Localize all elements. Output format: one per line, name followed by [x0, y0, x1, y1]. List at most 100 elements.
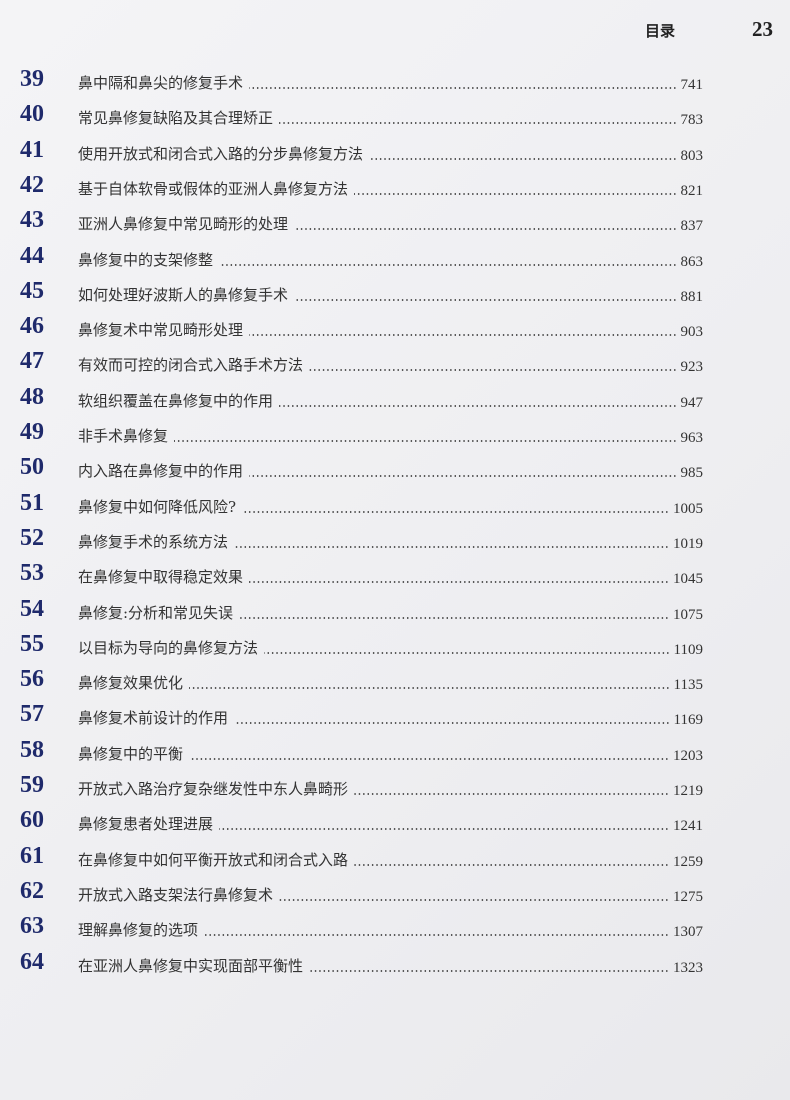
chapter-title: 鼻中隔和鼻尖的修复手术: [78, 74, 244, 92]
dot-leader: [309, 369, 677, 372]
toc-entry[interactable]: 39 鼻中隔和鼻尖的修复手术 741: [0, 64, 790, 99]
chapter-page: 1005: [673, 500, 703, 517]
toc-entry[interactable]: 52 鼻修复手术的系统方法 1019: [0, 523, 790, 558]
chapter-number: 43: [20, 207, 44, 234]
dot-leader: [279, 122, 677, 125]
chapter-number: 49: [20, 419, 44, 445]
chapter-page: 783: [680, 112, 704, 129]
toc-entry[interactable]: 55 以目标为导向的鼻修复方法 1109: [0, 629, 790, 664]
chapter-page: 803: [680, 147, 704, 164]
chapter-title: 亚洲人鼻修复中常见畸形的处理: [78, 215, 289, 234]
dot-leader: [174, 440, 677, 442]
toc-entry[interactable]: 53 在鼻修复中取得稳定效果 1045: [0, 558, 790, 593]
toc-entry[interactable]: 42 基于自体软骨或假体的亚洲人鼻修复方法 821: [0, 170, 790, 205]
toc-entry[interactable]: 64 在亚洲人鼻修复中实现面部平衡性 1323: [0, 947, 790, 982]
chapter-page: 741: [680, 77, 704, 93]
toc-entry[interactable]: 62 开放式入路支架法行鼻修复术 1275: [0, 876, 790, 911]
page-number: 23: [752, 17, 773, 41]
chapter-title: 软组织覆盖在鼻修复中的作用: [78, 391, 274, 410]
dot-leader: [204, 934, 669, 937]
chapter-title: 鼻修复术中常见畸形处理: [78, 321, 244, 340]
chapter-title: 以目标为导向的鼻修复方法: [78, 638, 259, 657]
toc-entry[interactable]: 57 鼻修复术前设计的作用 1169: [0, 699, 790, 734]
chapter-title: 非手术鼻修复: [78, 427, 169, 445]
toc-entry[interactable]: 58 鼻修复中的平衡 1203: [0, 735, 790, 770]
chapter-number: 45: [20, 277, 44, 304]
toc-entry[interactable]: 43 亚洲人鼻修复中常见畸形的处理 837: [0, 205, 790, 240]
toc-entry[interactable]: 41 使用开放式和闭合式入路的分步鼻修复方法 803: [0, 135, 790, 170]
chapter-page: 881: [680, 288, 704, 305]
chapter-title: 鼻修复中的平衡: [78, 744, 184, 763]
dot-leader: [249, 87, 677, 89]
toc-entry[interactable]: 44 鼻修复中的支架修整 863: [0, 241, 790, 276]
chapter-page: 1203: [673, 747, 703, 764]
toc-entry[interactable]: 54 鼻修复:分析和常见失误 1075: [0, 594, 790, 629]
chapter-number: 52: [20, 524, 44, 551]
dot-leader: [309, 969, 669, 972]
dot-leader: [249, 581, 669, 584]
chapter-page: 1241: [673, 818, 703, 835]
chapter-title: 鼻修复效果优化: [78, 674, 184, 693]
dot-leader: [234, 722, 670, 725]
chapter-title: 鼻修复术前设计的作用: [78, 709, 229, 728]
dot-leader: [239, 616, 669, 619]
chapter-number: 44: [20, 242, 44, 269]
dot-leader: [294, 298, 677, 301]
chapter-number: 61: [20, 842, 44, 869]
toc-entry[interactable]: 50 内入路在鼻修复中的作用 985: [0, 452, 790, 487]
chapter-title: 如何处理好波斯人的鼻修复手术: [78, 285, 289, 304]
chapter-title: 鼻修复中如何降低风险?: [78, 497, 237, 516]
dot-leader: [264, 651, 670, 654]
chapter-title: 在鼻修复中取得稳定效果: [78, 568, 244, 587]
chapter-number: 63: [20, 913, 44, 940]
chapter-page: 821: [680, 182, 704, 199]
chapter-page: 1075: [673, 606, 703, 623]
chapter-number: 39: [20, 66, 44, 92]
chapter-number: 62: [20, 877, 44, 904]
chapter-title: 在鼻修复中如何平衡开放式和闭合式入路: [78, 850, 349, 869]
chapter-number: 54: [20, 595, 44, 622]
chapter-page: 923: [680, 359, 704, 376]
toc-entry[interactable]: 46 鼻修复术中常见畸形处理 903: [0, 311, 790, 346]
chapter-title: 鼻修复手术的系统方法: [78, 532, 229, 551]
toc-entry[interactable]: 59 开放式入路治疗复杂继发性中东人鼻畸形 1219: [0, 770, 790, 805]
chapter-number: 56: [20, 666, 44, 693]
chapter-page: 1219: [673, 783, 703, 799]
toc-entry[interactable]: 48 软组织覆盖在鼻修复中的作用 947: [0, 382, 790, 417]
dot-leader: [234, 545, 669, 548]
toc-entry[interactable]: 47 有效而可控的闭合式入路手术方法 923: [0, 346, 790, 381]
chapter-number: 58: [20, 736, 44, 763]
toc-entry[interactable]: 63 理解鼻修复的选项 1307: [0, 911, 790, 946]
toc-entry[interactable]: 45 如何处理好波斯人的鼻修复手术 881: [0, 276, 790, 311]
dot-leader: [294, 228, 677, 231]
dot-leader: [354, 863, 669, 866]
chapter-title: 内入路在鼻修复中的作用: [78, 462, 244, 481]
dot-leader: [242, 510, 669, 513]
dot-leader: [249, 475, 677, 478]
chapter-page: 1045: [673, 571, 703, 588]
chapter-page: 1109: [673, 641, 703, 658]
dot-leader: [189, 687, 670, 690]
chapter-page: 1307: [673, 924, 703, 941]
chapter-title: 鼻修复中的支架修整: [78, 250, 214, 269]
dot-leader: [354, 793, 669, 795]
chapter-title: 理解鼻修复的选项: [78, 921, 199, 940]
chapter-page: 863: [680, 253, 704, 270]
chapter-number: 40: [20, 101, 44, 128]
chapter-number: 51: [20, 489, 44, 516]
toc-entry[interactable]: 49 非手术鼻修复 963: [0, 417, 790, 452]
chapter-number: 41: [20, 136, 44, 163]
toc-entry[interactable]: 61 在鼻修复中如何平衡开放式和闭合式入路 1259: [0, 841, 790, 876]
chapter-number: 46: [20, 313, 44, 340]
chapter-page: 903: [680, 324, 704, 341]
dot-leader: [369, 157, 677, 160]
toc-entry[interactable]: 51 鼻修复中如何降低风险? 1005: [0, 488, 790, 523]
chapter-title: 鼻修复:分析和常见失误: [78, 603, 234, 622]
toc-entry[interactable]: 56 鼻修复效果优化 1135: [0, 664, 790, 699]
dot-leader: [249, 334, 677, 337]
dot-leader: [354, 192, 677, 195]
chapter-page: 985: [680, 465, 704, 482]
toc-entry[interactable]: 60 鼻修复患者处理进展 1241: [0, 805, 790, 840]
dot-leader: [279, 898, 669, 901]
toc-entry[interactable]: 40 常见鼻修复缺陷及其合理矫正 783: [0, 99, 790, 134]
